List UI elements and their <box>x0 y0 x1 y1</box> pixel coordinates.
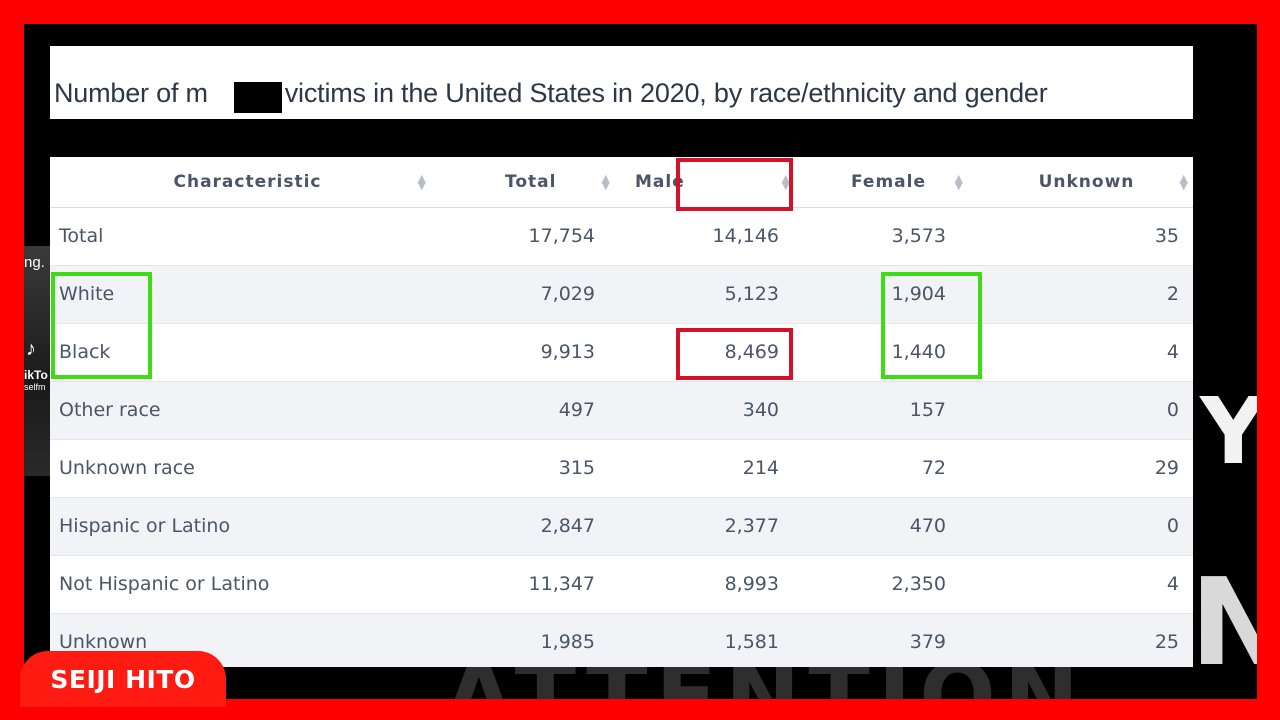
sort-icon[interactable]: ▲ ▼ <box>601 171 611 192</box>
sort-icon[interactable]: ▲ ▼ <box>417 171 427 192</box>
table-header-row: Characteristic ▲ ▼ Total ▲ ▼ Male ▲ ▼ Female ▲ ▼… <box>50 157 1193 208</box>
row-label: Hispanic or Latino <box>50 497 445 556</box>
row-label: Other race <box>50 381 445 440</box>
table-row: White 7,029 5,123 1,904 2 <box>50 265 1193 324</box>
cell-female: 1,904 <box>797 265 980 324</box>
table-row: Black 9,913 8,469 1,440 4 <box>50 323 1193 382</box>
data-table-container: Characteristic ▲ ▼ Total ▲ ▼ Male ▲ ▼ Female ▲ ▼… <box>50 157 1193 667</box>
row-label: White <box>50 265 445 324</box>
redaction-block <box>234 82 282 113</box>
cell-total: 17,754 <box>445 207 623 266</box>
cell-male: 5,123 <box>623 265 797 324</box>
table-row: Total 17,754 14,146 3,573 35 <box>50 207 1193 266</box>
row-label: Not Hispanic or Latino <box>50 555 445 614</box>
cell-unknown: 2 <box>980 265 1193 324</box>
cell-male: 214 <box>623 439 797 498</box>
table-row: Hispanic or Latino 2,847 2,377 470 0 <box>50 497 1193 556</box>
cell-male: 340 <box>623 381 797 440</box>
video-frame: Y N ATTENTION ng. ♪ ikTo selfm Number of… <box>24 24 1257 699</box>
cell-unknown: 29 <box>980 439 1193 498</box>
cell-total: 7,029 <box>445 265 623 324</box>
sort-icon[interactable]: ▲ ▼ <box>954 171 964 192</box>
cell-unknown: 0 <box>980 497 1193 556</box>
cell-male: 2,377 <box>623 497 797 556</box>
cell-total: 497 <box>445 381 623 440</box>
tiktok-text-3: selfm <box>24 382 46 392</box>
page-title: Number of m er victims in the United Stat… <box>54 78 1048 109</box>
header-female[interactable]: Female ▲ ▼ <box>797 157 980 208</box>
header-total[interactable]: Total ▲ ▼ <box>445 157 623 208</box>
tiktok-logo-icon: ♪ <box>26 338 36 360</box>
header-characteristic[interactable]: Characteristic ▲ ▼ <box>50 157 445 208</box>
tiktok-text-1: ng. <box>24 254 45 271</box>
background-letter-n: N <box>1190 554 1257 693</box>
watermark-badge: SEIJI HITO <box>20 651 226 707</box>
row-label: Total <box>50 207 445 266</box>
sort-icon[interactable]: ▲ ▼ <box>1179 171 1189 192</box>
sort-icon[interactable]: ▲ ▼ <box>781 171 791 192</box>
cell-unknown: 35 <box>980 207 1193 266</box>
cell-male: 8,993 <box>623 555 797 614</box>
cell-female: 1,440 <box>797 323 980 382</box>
cell-total: 9,913 <box>445 323 623 382</box>
cell-male: 1,581 <box>623 613 797 667</box>
table-row: Other race 497 340 157 0 <box>50 381 1193 440</box>
header-male[interactable]: Male ▲ ▼ <box>623 157 797 208</box>
cell-male: 14,146 <box>623 207 797 266</box>
table-body: Total 17,754 14,146 3,573 35 White 7,029 5,123 1… <box>50 207 1193 667</box>
cell-total: 2,847 <box>445 497 623 556</box>
table-row: Unknown race 315 214 72 29 <box>50 439 1193 498</box>
cell-female: 72 <box>797 439 980 498</box>
title-end: er victims in the United States in 2020,… <box>253 78 1048 108</box>
cell-unknown: 0 <box>980 381 1193 440</box>
cell-unknown: 25 <box>980 613 1193 667</box>
cell-total: 315 <box>445 439 623 498</box>
cell-total: 1,985 <box>445 613 623 667</box>
header-unknown[interactable]: Unknown ▲ ▼ <box>980 157 1193 208</box>
chart-title-bar: Number of m er victims in the United Stat… <box>50 46 1193 119</box>
tiktok-text-2: ikTo <box>24 368 48 382</box>
cell-unknown: 4 <box>980 323 1193 382</box>
row-label: Black <box>50 323 445 382</box>
cell-female: 3,573 <box>797 207 980 266</box>
cell-female: 379 <box>797 613 980 667</box>
cell-female: 2,350 <box>797 555 980 614</box>
title-start: Number of m <box>54 78 208 108</box>
cell-female: 470 <box>797 497 980 556</box>
table-row: Not Hispanic or Latino 11,347 8,993 2,350 4 <box>50 555 1193 614</box>
cell-female: 157 <box>797 381 980 440</box>
cell-total: 11,347 <box>445 555 623 614</box>
victims-table: Characteristic ▲ ▼ Total ▲ ▼ Male ▲ ▼ Female ▲ ▼… <box>50 157 1193 667</box>
tiktok-overlay-fragment: ng. ♪ ikTo selfm <box>24 246 52 476</box>
background-letter-y: Y <box>1200 378 1257 485</box>
cell-male: 8,469 <box>623 323 797 382</box>
table-row: Unknown 1,985 1,581 379 25 <box>50 613 1193 667</box>
cell-unknown: 4 <box>980 555 1193 614</box>
row-label: Unknown race <box>50 439 445 498</box>
